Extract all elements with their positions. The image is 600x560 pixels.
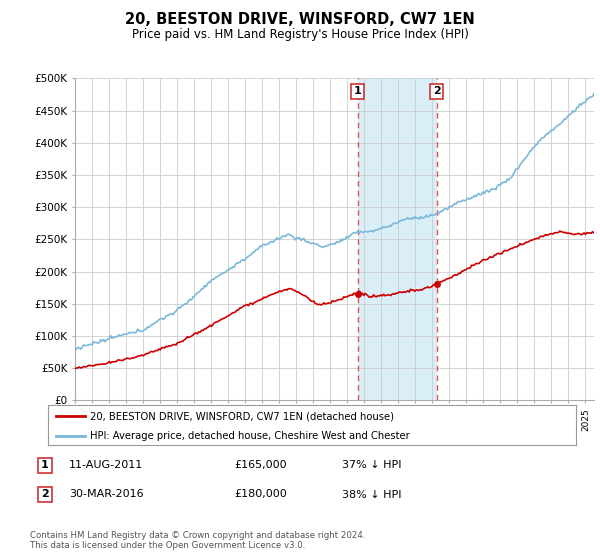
Text: 37% ↓ HPI: 37% ↓ HPI [342,460,401,470]
Text: 11-AUG-2011: 11-AUG-2011 [69,460,143,470]
Text: 1: 1 [354,86,362,96]
Text: Contains HM Land Registry data © Crown copyright and database right 2024.
This d: Contains HM Land Registry data © Crown c… [30,530,365,550]
Text: HPI: Average price, detached house, Cheshire West and Chester: HPI: Average price, detached house, Ches… [90,431,410,441]
Text: 20, BEESTON DRIVE, WINSFORD, CW7 1EN: 20, BEESTON DRIVE, WINSFORD, CW7 1EN [125,12,475,27]
Text: 2: 2 [41,489,49,500]
Text: 1: 1 [41,460,49,470]
Text: 30-MAR-2016: 30-MAR-2016 [69,489,143,500]
Text: Price paid vs. HM Land Registry's House Price Index (HPI): Price paid vs. HM Land Registry's House … [131,28,469,41]
Text: 20, BEESTON DRIVE, WINSFORD, CW7 1EN (detached house): 20, BEESTON DRIVE, WINSFORD, CW7 1EN (de… [90,411,394,421]
Text: £180,000: £180,000 [234,489,287,500]
Text: 38% ↓ HPI: 38% ↓ HPI [342,489,401,500]
Bar [358,78,437,400]
Text: £165,000: £165,000 [234,460,287,470]
Text: 2: 2 [433,86,440,96]
